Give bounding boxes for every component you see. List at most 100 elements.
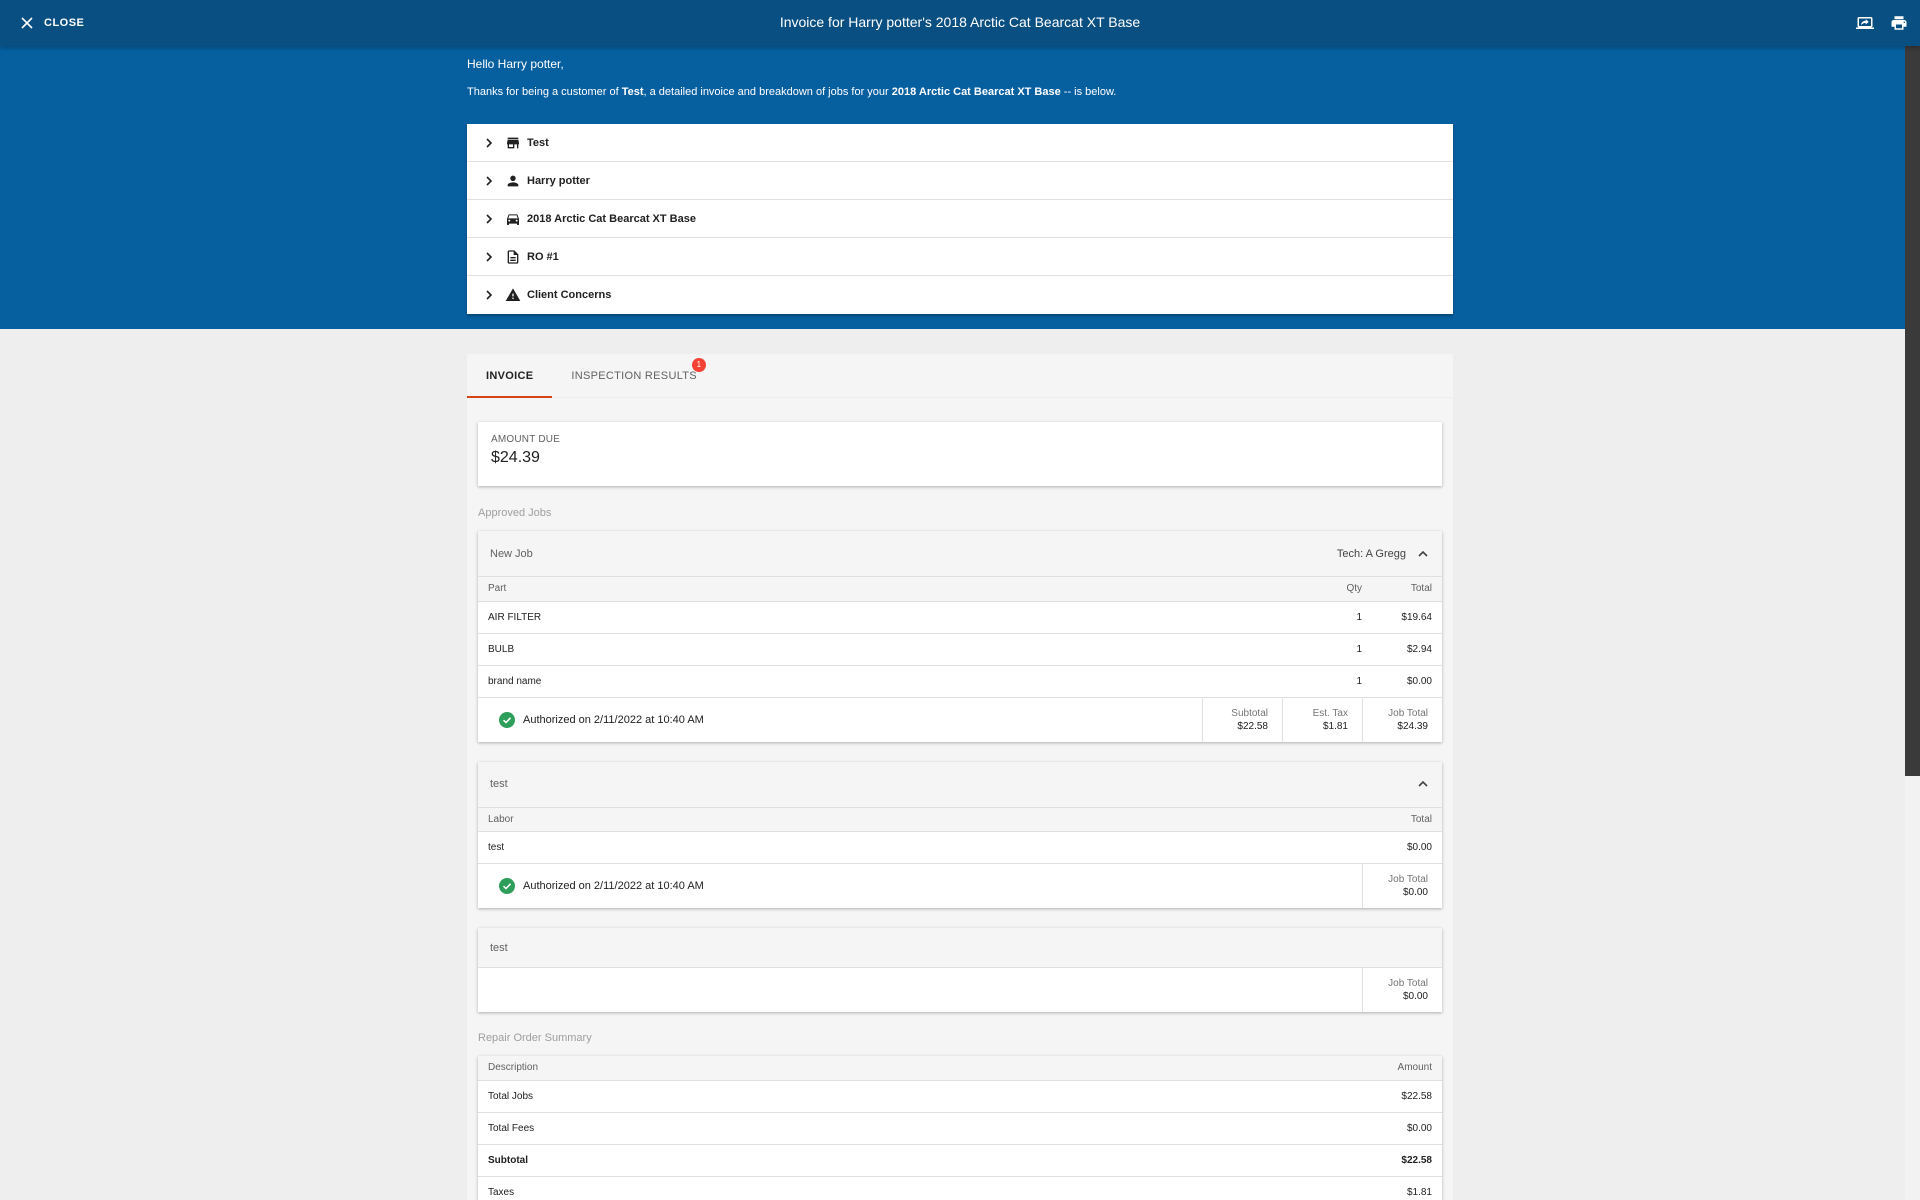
part-total: $2.94 bbox=[1372, 633, 1442, 666]
chevron-right-icon bbox=[486, 175, 493, 186]
part-qty: 1 bbox=[1312, 601, 1372, 634]
scrollbar-thumb[interactable] bbox=[1905, 46, 1920, 776]
check-circle-icon bbox=[499, 711, 515, 728]
table-row: Total Fees $0.00 bbox=[478, 1112, 1442, 1145]
page-title: Invoice for Harry potter's 2018 Arctic C… bbox=[779, 14, 1141, 30]
summary-table: Description Amount Total Jobs $22.58 Tot… bbox=[478, 1056, 1442, 1200]
info-row-label: Test bbox=[527, 136, 549, 149]
table-row: Taxes $1.81 bbox=[478, 1176, 1442, 1200]
job-total-cell: Job Total $0.00 bbox=[1362, 864, 1442, 908]
tax-cell: Est. Tax $1.81 bbox=[1282, 697, 1362, 742]
document-icon bbox=[507, 249, 519, 264]
subtotal-label: Subtotal bbox=[1231, 707, 1268, 719]
store-icon bbox=[507, 137, 519, 148]
summary-description: Subtotal bbox=[478, 1144, 1021, 1177]
approved-jobs-heading: Approved Jobs bbox=[478, 507, 552, 519]
job-card-new-job: New Job Tech: A Gregg Part Qty Total AIR… bbox=[478, 531, 1442, 742]
amount-due-label: AMOUNT DUE bbox=[491, 434, 561, 445]
job-total-value: $0.00 bbox=[1402, 991, 1428, 1002]
table-row: Subtotal $22.58 bbox=[478, 1144, 1442, 1177]
job-title: test bbox=[490, 778, 508, 790]
close-icon bbox=[21, 17, 33, 29]
vehicle-name: 2018 Arctic Cat Bearcat XT Base bbox=[891, 86, 1061, 98]
part-total: $19.64 bbox=[1372, 601, 1442, 634]
job-total-label: Job Total bbox=[1388, 978, 1428, 989]
job-tech: Tech: A Gregg bbox=[1336, 547, 1406, 560]
chevron-right-icon bbox=[486, 137, 493, 148]
job-title: test bbox=[490, 941, 508, 954]
summary-description: Total Jobs bbox=[478, 1080, 1021, 1113]
person-icon bbox=[507, 175, 519, 186]
column-amount: Amount bbox=[1020, 1056, 1442, 1081]
repair-order-summary-heading: Repair Order Summary bbox=[478, 1032, 592, 1044]
job-card-test-labor: test Labor Total test $0.00 Authorized o… bbox=[478, 761, 1442, 908]
info-row-vehicle[interactable]: 2018 Arctic Cat Bearcat XT Base bbox=[467, 200, 1453, 238]
job-header[interactable]: New Job Tech: A Gregg bbox=[478, 531, 1442, 577]
invoice-content: AMOUNT DUE $24.39 Approved Jobs New Job … bbox=[478, 422, 1442, 1200]
tab-inspection-results[interactable]: INSPECTION RESULTS 1 bbox=[552, 354, 716, 398]
parts-table-header: Part Qty Total bbox=[478, 577, 1442, 602]
info-row-label: 2018 Arctic Cat Bearcat XT Base bbox=[527, 212, 696, 225]
summary-table-header: Description Amount bbox=[478, 1056, 1442, 1081]
thanks-text: Thanks for being a customer of Test, a d… bbox=[467, 86, 1116, 98]
tax-label: Est. Tax bbox=[1312, 707, 1348, 719]
chevron-right-icon bbox=[486, 290, 493, 300]
thanks-middle: , a detailed invoice and breakdown of jo… bbox=[643, 86, 892, 98]
chevron-right-icon bbox=[486, 213, 493, 224]
labor-table: Labor Total test $0.00 bbox=[478, 807, 1442, 864]
column-part: Part bbox=[478, 577, 1312, 602]
tab-bar: INVOICE INSPECTION RESULTS 1 bbox=[467, 354, 1453, 398]
amount-due-value: $24.39 bbox=[491, 449, 540, 466]
tab-invoice[interactable]: INVOICE bbox=[467, 354, 553, 398]
authorization-status: Authorized on 2/11/2022 at 10:40 AM bbox=[478, 698, 1202, 742]
job-header[interactable]: test bbox=[478, 761, 1442, 808]
summary-description: Total Fees bbox=[478, 1112, 1021, 1145]
print-icon bbox=[1891, 16, 1907, 30]
amount-due-card: AMOUNT DUE $24.39 bbox=[478, 422, 1442, 486]
info-row-shop[interactable]: Test bbox=[467, 124, 1453, 162]
tab-inspection-label: INSPECTION RESULTS bbox=[571, 370, 697, 382]
summary-amount: $22.58 bbox=[1020, 1080, 1442, 1113]
thanks-prefix: Thanks for being a customer of bbox=[467, 86, 622, 98]
info-row-label: Harry potter bbox=[527, 174, 590, 187]
info-accordion: Test Harry potter 2018 Arctic Cat Bearca… bbox=[467, 124, 1453, 314]
labor-table-header: Labor Total bbox=[478, 807, 1442, 832]
part-name: BULB bbox=[478, 633, 1312, 666]
part-total: $0.00 bbox=[1372, 665, 1442, 698]
info-row-customer[interactable]: Harry potter bbox=[467, 162, 1453, 200]
job-total-cell: Job Total $0.00 bbox=[1362, 968, 1442, 1012]
car-icon bbox=[507, 213, 519, 225]
thanks-suffix: -- is below. bbox=[1060, 86, 1117, 98]
job-header[interactable]: test bbox=[478, 928, 1442, 968]
table-row: Total Jobs $22.58 bbox=[478, 1080, 1442, 1113]
info-row-label: Client Concerns bbox=[527, 289, 612, 301]
info-row-repair-order[interactable]: RO #1 bbox=[467, 238, 1453, 276]
job-total-value: $0.00 bbox=[1402, 887, 1428, 898]
info-row-client-concerns[interactable]: Client Concerns bbox=[467, 276, 1453, 314]
job-total-value: $24.39 bbox=[1397, 720, 1428, 732]
part-name: brand name bbox=[478, 665, 1312, 698]
table-row: brand name 1 $0.00 bbox=[478, 665, 1442, 698]
subtotal-cell: Subtotal $22.58 bbox=[1202, 697, 1282, 742]
inspection-count-badge: 1 bbox=[691, 358, 706, 372]
labor-total: $0.00 bbox=[1372, 831, 1442, 864]
part-qty: 1 bbox=[1312, 633, 1372, 666]
print-button[interactable] bbox=[1888, 12, 1910, 34]
close-label: CLOSE bbox=[44, 17, 85, 29]
part-name: AIR FILTER bbox=[478, 601, 1312, 634]
summary-amount: $22.58 bbox=[1020, 1144, 1442, 1177]
part-qty: 1 bbox=[1312, 665, 1372, 698]
chevron-up-icon[interactable] bbox=[1416, 547, 1430, 561]
authorization-text: Authorized on 2/11/2022 at 10:40 AM bbox=[523, 880, 704, 892]
close-button[interactable]: CLOSE bbox=[20, 0, 84, 46]
screen-share-button[interactable] bbox=[1854, 12, 1876, 34]
shop-name: Test bbox=[621, 86, 644, 98]
summary-amount: $0.00 bbox=[1020, 1112, 1442, 1145]
column-total: Total bbox=[1372, 577, 1442, 602]
chevron-up-icon[interactable] bbox=[1416, 777, 1430, 791]
authorization-status: Authorized on 2/11/2022 at 10:40 AM bbox=[478, 864, 1362, 908]
repair-order-summary: Description Amount Total Jobs $22.58 Tot… bbox=[478, 1056, 1442, 1200]
summary-amount: $1.81 bbox=[1020, 1176, 1442, 1200]
authorization-status bbox=[478, 968, 1362, 1012]
labor-name: test bbox=[478, 831, 1372, 864]
